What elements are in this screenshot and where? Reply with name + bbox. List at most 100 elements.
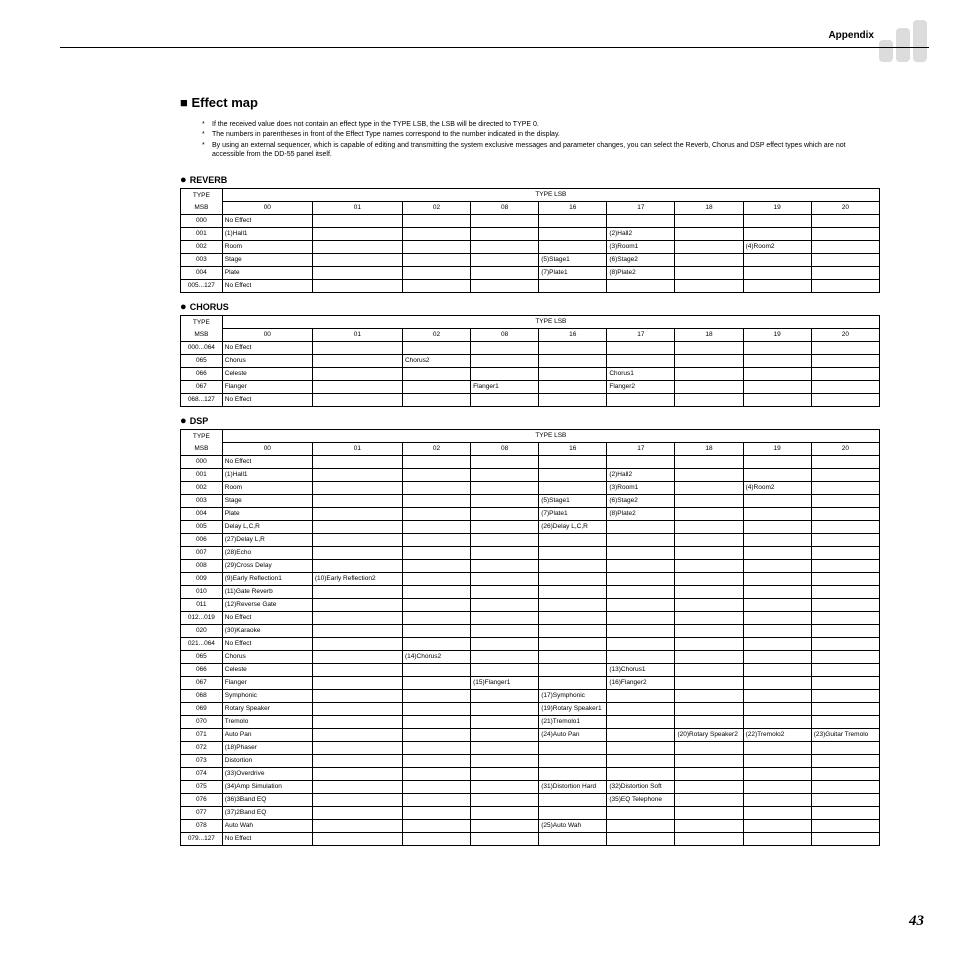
table-row: 002Room(3)Room1(4)Room2 [181,481,880,494]
table-row: 067FlangerFlanger1Flanger2 [181,380,880,393]
effect-cell [743,455,811,468]
effect-cell [539,354,607,367]
lsb-col-header: 17 [607,201,675,214]
effect-cell [743,279,811,292]
msb-cell: 005 [181,520,223,533]
effect-cell [402,715,470,728]
table-title: ● REVERB [180,174,880,186]
effect-cell [312,637,402,650]
effect-cell [675,806,743,819]
effect-cell [312,663,402,676]
msb-header: TYPE [181,429,223,442]
effect-cell [471,533,539,546]
effect-cell [743,572,811,585]
effect-cell [607,728,675,741]
effect-cell: (17)Symphonic [539,689,607,702]
effect-cell [743,546,811,559]
table-row: 068Symphonic (17)Symphonic [181,689,880,702]
effect-cell: (34)Amp Simulation [222,780,312,793]
effect-cell: (24)Auto Pan [539,728,607,741]
effect-cell [607,214,675,227]
effect-cell: Flanger1 [471,380,539,393]
effect-cell [402,767,470,780]
effect-cell: (35)EQ Telephone [607,793,675,806]
effect-cell [607,546,675,559]
msb-cell: 000 [181,455,223,468]
effect-cell [607,598,675,611]
effect-cell [743,393,811,406]
effect-cell: Rotary Speaker [222,702,312,715]
effect-cell [471,780,539,793]
effect-cell [312,650,402,663]
effect-cell [471,341,539,354]
effect-cell: No Effect [222,279,312,292]
effect-cell [539,393,607,406]
table-row: 002Room(3)Room1(4)Room2 [181,240,880,253]
effect-cell: (18)Phaser [222,741,312,754]
dot-bullet-icon: ● [180,415,190,427]
lsb-col-header: 18 [675,442,743,455]
effect-cell [607,637,675,650]
effect-cell [539,754,607,767]
effect-cell [471,637,539,650]
lsb-col-header: 01 [312,328,402,341]
effect-cell [743,266,811,279]
effect-cell [539,341,607,354]
effect-cell: (28)Echo [222,546,312,559]
lsb-col-header: 00 [222,328,312,341]
table-row: 075(34)Amp Simulation(31)Distortion Hard… [181,780,880,793]
effect-cell [312,455,402,468]
table-row: 006(27)Delay L,R [181,533,880,546]
effect-cell: (16)Flanger2 [607,676,675,689]
effect-cell: Auto Wah [222,819,312,832]
dot-bullet-icon: ● [180,301,190,313]
effect-cell [471,663,539,676]
effect-cell [743,741,811,754]
effect-cell [312,253,402,266]
lsb-col-header: 19 [743,442,811,455]
effect-cell: Celeste [222,367,312,380]
effect-cell: Symphonic [222,689,312,702]
effect-cell [402,806,470,819]
effect-cell: No Effect [222,611,312,624]
effect-cell [811,819,879,832]
msb-cell: 008 [181,559,223,572]
effect-cell [811,676,879,689]
effect-cell: (10)Early Reflection2 [312,572,402,585]
effect-cell: Delay L,C,R [222,520,312,533]
effect-cell [811,533,879,546]
effect-cell [811,598,879,611]
effect-cell: (1)Hall1 [222,227,312,240]
tables-container: ● REVERBTYPETYPE LSBMSB00010208161718192… [180,174,880,846]
effect-cell [312,741,402,754]
effect-cell [312,240,402,253]
effect-cell: Auto Pan [222,728,312,741]
effect-cell [675,546,743,559]
lsb-col-header: 01 [312,442,402,455]
effect-cell: (1)Hall1 [222,468,312,481]
effect-cell [811,380,879,393]
effect-cell [743,715,811,728]
effect-cell [471,572,539,585]
effect-cell [312,715,402,728]
msb-cell: 074 [181,767,223,780]
effect-cell [312,266,402,279]
effect-cell [312,227,402,240]
section-title-text: Effect map [191,95,257,110]
effect-cell [539,468,607,481]
msb-cell: 077 [181,806,223,819]
msb-cell: 068 [181,689,223,702]
effect-cell: (27)Delay L,R [222,533,312,546]
effect-cell [811,559,879,572]
effect-cell [539,546,607,559]
effect-cell [539,637,607,650]
effect-cell [402,266,470,279]
effect-cell [539,367,607,380]
effect-cell [402,572,470,585]
effect-cell [811,520,879,533]
effect-cell [743,689,811,702]
effect-cell [743,832,811,845]
effect-cell [811,624,879,637]
effect-cell [675,624,743,637]
effect-cell [811,240,879,253]
